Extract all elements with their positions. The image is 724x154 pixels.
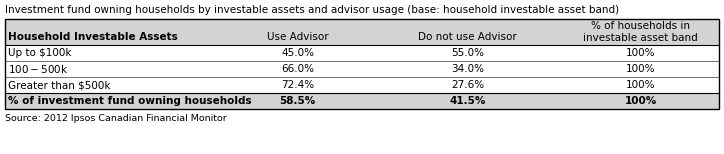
Text: Source: 2012 Ipsos Canadian Financial Monitor: Source: 2012 Ipsos Canadian Financial Mo… xyxy=(5,114,227,123)
Text: 27.6%: 27.6% xyxy=(451,80,484,90)
Bar xyxy=(5,77,719,93)
Text: % of households in
investable asset band: % of households in investable asset band xyxy=(583,21,698,43)
Text: Investment fund owning households by investable assets and advisor usage (base: : Investment fund owning households by inv… xyxy=(5,5,619,15)
Bar xyxy=(5,45,719,61)
Text: % of investment fund owning households: % of investment fund owning households xyxy=(8,96,252,106)
Text: Do not use Advisor: Do not use Advisor xyxy=(418,32,517,42)
Text: 58.5%: 58.5% xyxy=(279,96,316,106)
Text: Use Advisor: Use Advisor xyxy=(267,32,329,42)
Text: Greater than $500k: Greater than $500k xyxy=(8,80,111,90)
Text: Household Investable Assets: Household Investable Assets xyxy=(8,32,178,42)
Bar xyxy=(5,93,719,109)
Text: 66.0%: 66.0% xyxy=(281,64,314,74)
Text: 45.0%: 45.0% xyxy=(281,48,314,58)
Text: 100%: 100% xyxy=(626,80,655,90)
Text: Up to $100k: Up to $100k xyxy=(8,48,72,58)
Text: 72.4%: 72.4% xyxy=(281,80,314,90)
Bar xyxy=(5,19,719,45)
Text: 41.5%: 41.5% xyxy=(449,96,486,106)
Text: 100%: 100% xyxy=(626,48,655,58)
Text: 100%: 100% xyxy=(624,96,657,106)
Text: $100 - $500k: $100 - $500k xyxy=(8,63,69,75)
Text: 34.0%: 34.0% xyxy=(451,64,484,74)
Text: 100%: 100% xyxy=(626,64,655,74)
Text: 55.0%: 55.0% xyxy=(451,48,484,58)
Bar xyxy=(5,61,719,77)
Bar xyxy=(5,19,719,109)
